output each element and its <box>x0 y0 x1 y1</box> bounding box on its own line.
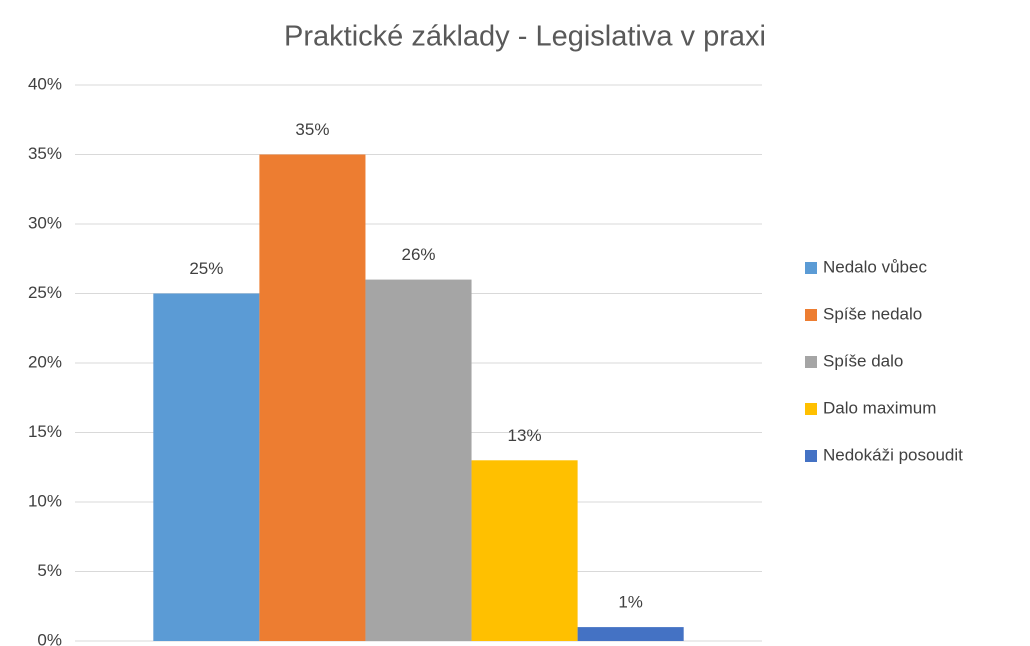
legend-label: Spíše nedalo <box>823 304 922 323</box>
legend-swatch <box>805 450 817 462</box>
bar <box>365 279 472 641</box>
legend-label: Nedokáži posoudit <box>823 445 963 464</box>
y-tick-label: 5% <box>37 561 62 580</box>
bar <box>153 293 260 641</box>
y-tick-label: 30% <box>28 213 62 232</box>
legend-swatch <box>805 403 817 415</box>
legend-label: Dalo maximum <box>823 398 936 417</box>
data-label: 1% <box>618 593 643 612</box>
legend-label: Nedalo vůbec <box>823 257 927 276</box>
data-label: 25% <box>189 259 223 278</box>
legend-label: Spíše dalo <box>823 351 903 370</box>
data-label: 35% <box>295 120 329 139</box>
y-tick-label: 40% <box>28 74 62 93</box>
y-tick-label: 10% <box>28 491 62 510</box>
chart-title: Praktické základy - Legislativa v praxi <box>284 21 766 53</box>
bar <box>471 460 578 641</box>
y-tick-label: 0% <box>37 630 62 646</box>
y-tick-label: 25% <box>28 283 62 302</box>
y-tick-label: 35% <box>28 144 62 163</box>
legend-swatch <box>805 309 817 321</box>
data-label: 26% <box>401 245 435 264</box>
y-tick-label: 20% <box>28 352 62 371</box>
bar <box>259 154 366 641</box>
bar <box>577 627 684 641</box>
legend-swatch <box>805 356 817 368</box>
y-tick-label: 15% <box>28 422 62 441</box>
legend-swatch <box>805 262 817 274</box>
data-label: 13% <box>508 426 542 445</box>
